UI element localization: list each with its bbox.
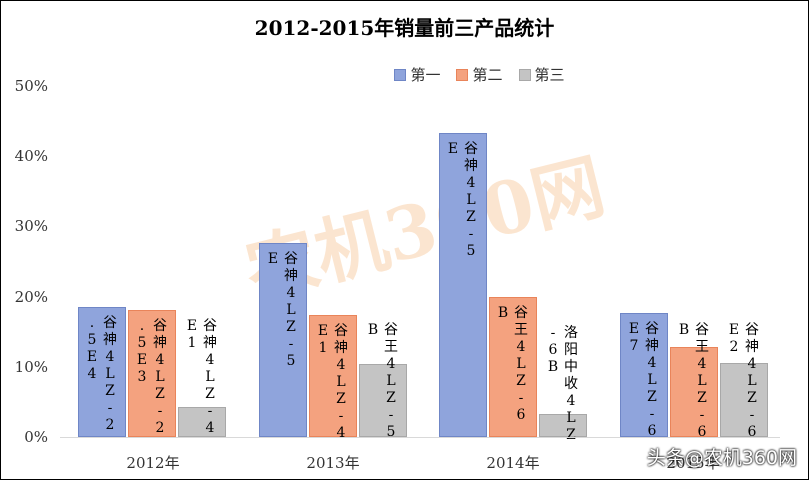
chart-title: 2012-2015年销量前三产品统计 <box>254 16 555 40</box>
legend-label-third: 第三 <box>534 66 565 84</box>
x-tick-2014: 2014年 <box>486 454 540 472</box>
credit-watermark: 头条@农机360网 <box>646 447 797 469</box>
legend-item-second: 第二 <box>456 64 503 85</box>
legend: 第一 第二 第三 <box>0 64 809 85</box>
bar-2014-series-3 <box>539 413 587 437</box>
legend-item-first: 第一 <box>394 64 440 85</box>
bar-2013-series-1 <box>259 243 307 437</box>
bar-2014-series-1 <box>439 133 487 437</box>
x-tick-2015: 2015年 <box>666 454 720 472</box>
y-tick-20: 20% <box>14 288 48 306</box>
x-tick-2013: 2013年 <box>306 454 360 472</box>
x-tick-2012: 2012年 <box>126 454 180 472</box>
bar-2012-series-2 <box>128 309 176 437</box>
bar-2015-series-2 <box>670 347 718 437</box>
legend-swatch-third <box>518 68 531 81</box>
y-tick-10: 10% <box>14 358 48 376</box>
bar-2015-series-1 <box>620 312 668 437</box>
bar-2013-series-3 <box>359 363 407 437</box>
bar-2012-series-1 <box>78 307 126 437</box>
legend-label-second: 第二 <box>472 66 503 84</box>
legend-swatch-second <box>456 68 469 81</box>
bar-2013-series-2 <box>309 314 357 437</box>
y-tick-0: 0% <box>24 428 48 446</box>
legend-swatch-first <box>394 68 407 81</box>
y-tick-30: 30% <box>14 217 48 235</box>
y-tick-50: 50% <box>14 77 48 95</box>
x-axis-line <box>60 437 780 438</box>
bar-2012-series-3 <box>178 406 226 437</box>
bar-2014-series-2 <box>489 296 537 437</box>
bar-2015-series-3 <box>720 363 768 437</box>
legend-item-third: 第三 <box>518 64 565 85</box>
legend-label-first: 第一 <box>410 66 441 84</box>
y-tick-40: 40% <box>14 147 48 165</box>
